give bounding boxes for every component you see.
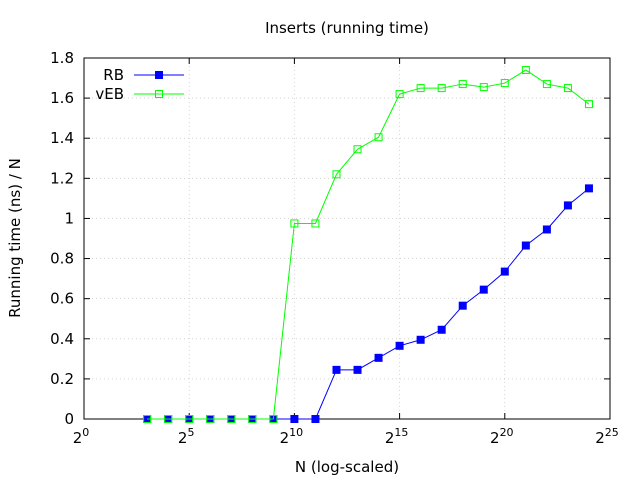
- point-veb: [500, 79, 509, 88]
- y-axis-ticks: 0 0.2 0.4 0.6 0.8 1 1.2 1.4 1.6 1.8: [50, 49, 74, 428]
- y-tick-label: 1.2: [50, 169, 74, 187]
- point-rb: [542, 225, 551, 234]
- point-veb: [374, 133, 383, 142]
- series-layer: [143, 66, 593, 423]
- point-veb: [479, 83, 488, 92]
- point-veb: [164, 415, 173, 423]
- point-veb: [311, 219, 320, 228]
- point-rb: [437, 325, 446, 334]
- point-veb: [542, 80, 551, 89]
- point-rb: [521, 241, 530, 250]
- legend-marker-veb: [155, 90, 163, 98]
- x-tick-label: 25: [178, 426, 195, 447]
- point-rb: [584, 184, 593, 193]
- point-rb: [332, 365, 341, 374]
- x-tick-label: 215: [385, 426, 409, 447]
- y-tick-label: 0.8: [50, 250, 74, 268]
- point-rb: [479, 285, 488, 294]
- series-line-veb: [147, 69, 590, 420]
- y-tick-label: 0: [64, 410, 74, 428]
- x-axis-ticks: 20 25 210 215 220 225: [73, 426, 619, 447]
- y-tick-label: 0.2: [50, 370, 74, 388]
- point-veb: [185, 415, 194, 423]
- point-rb: [353, 365, 362, 374]
- point-veb: [353, 145, 362, 154]
- point-veb: [584, 100, 593, 109]
- x-tick-label: 210: [280, 426, 304, 447]
- y-axis-label: Running time (ns) / N: [6, 158, 24, 318]
- point-veb: [332, 170, 341, 179]
- point-veb: [143, 415, 152, 423]
- y-tick-label: 1: [64, 209, 74, 227]
- point-rb: [374, 353, 383, 362]
- x-tick-label: 20: [73, 426, 90, 447]
- point-veb: [248, 415, 257, 423]
- legend-marker-rb: [155, 71, 163, 79]
- point-rb: [500, 267, 509, 276]
- point-veb: [395, 90, 404, 99]
- point-veb: [227, 415, 236, 423]
- plot-area: [83, 57, 611, 420]
- chart-title: Inserts (running time): [265, 19, 429, 37]
- x-axis-label: N (log-scaled): [295, 458, 399, 476]
- point-rb: [416, 335, 425, 344]
- point-rb: [290, 415, 299, 423]
- point-veb: [416, 84, 425, 93]
- point-veb: [437, 84, 446, 93]
- point-veb: [458, 80, 467, 89]
- point-rb: [563, 201, 572, 210]
- y-tick-label: 1.6: [50, 89, 74, 107]
- point-rb: [395, 341, 404, 350]
- point-veb: [269, 415, 278, 423]
- y-tick-label: 0.6: [50, 290, 74, 308]
- y-tick-label: 1.8: [50, 49, 74, 67]
- point-veb: [290, 219, 299, 228]
- series-line-rb: [147, 187, 590, 420]
- legend-label-veb: vEB: [95, 85, 124, 103]
- point-veb: [521, 66, 530, 75]
- plot-frame: [83, 57, 611, 420]
- x-tick-label: 220: [490, 426, 514, 447]
- y-tick-label: 0.4: [50, 330, 74, 348]
- legend-label-rb: RB: [103, 66, 124, 84]
- point-veb: [206, 415, 215, 423]
- point-rb: [458, 301, 467, 310]
- point-veb: [563, 84, 572, 93]
- y-tick-label: 1.4: [50, 129, 74, 147]
- point-rb: [311, 415, 320, 423]
- x-tick-label: 225: [595, 426, 619, 447]
- grid: [84, 58, 610, 419]
